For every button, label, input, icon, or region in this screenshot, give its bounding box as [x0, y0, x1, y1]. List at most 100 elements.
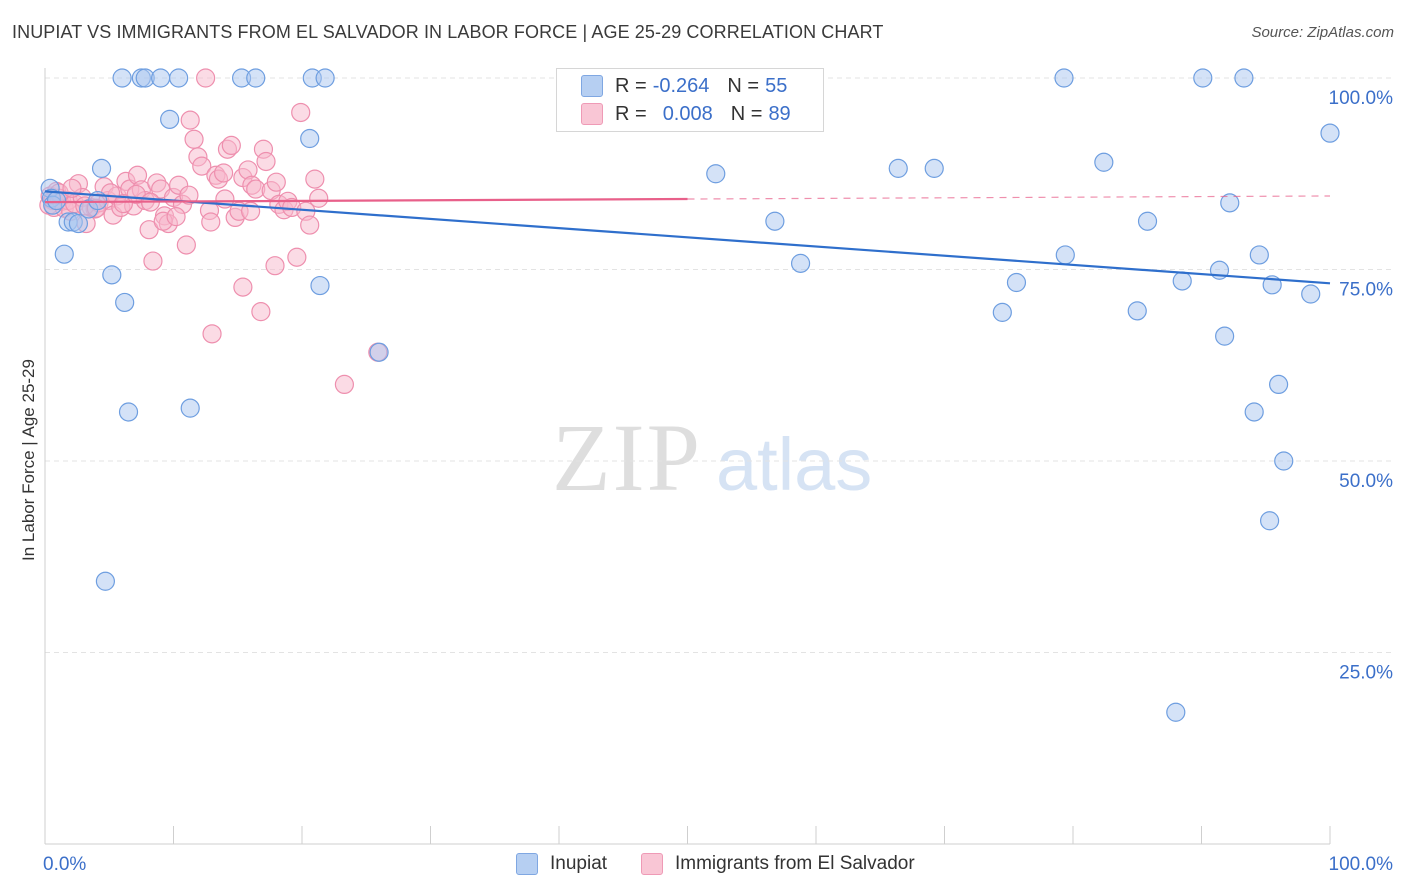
data-point [1220, 193, 1240, 213]
data-point [706, 164, 726, 184]
data-point [179, 185, 199, 205]
data-point [46, 190, 67, 211]
data-point [1094, 152, 1114, 172]
trend-lines [44, 190, 1331, 285]
data-point [1055, 245, 1075, 265]
data-point [1137, 211, 1158, 231]
data-point [300, 215, 320, 235]
data-point [315, 68, 335, 88]
data-point [192, 156, 212, 176]
data-point [139, 220, 159, 240]
legend-row-immigrants: R = 0.008 N = 89 [581, 101, 791, 127]
data-point [765, 211, 785, 231]
watermark-atlas: atlas [716, 423, 872, 506]
data-point [143, 251, 163, 271]
data-point [1320, 123, 1340, 143]
legend-n-label: N = [727, 74, 760, 97]
data-point [118, 402, 139, 422]
watermark: ZIP atlas [552, 404, 872, 511]
data-point [196, 68, 216, 88]
data-point [166, 207, 186, 227]
data-point [1166, 702, 1186, 722]
data-point [1127, 301, 1147, 321]
legend-r-label: R = [615, 102, 647, 125]
data-point [305, 169, 325, 189]
legend-n-value: 55 [765, 74, 788, 97]
data-point [334, 374, 355, 394]
data-point [287, 247, 307, 267]
y-tick-label: 75.0% [1339, 280, 1393, 301]
data-point [115, 292, 135, 313]
y-tick-label: 50.0% [1339, 471, 1393, 492]
data-point [251, 302, 271, 322]
chart-title: INUPIAT VS IMMIGRANTS FROM EL SALVADOR I… [12, 22, 884, 42]
data-point [266, 172, 286, 192]
data-point [68, 213, 89, 234]
data-point [291, 102, 311, 123]
data-point [54, 244, 74, 264]
bottom-legend-label-inupiat: Inupiat [550, 853, 608, 874]
data-point [888, 158, 908, 178]
data-point [992, 302, 1012, 322]
legend-n-value: 89 [768, 102, 791, 125]
legend-r-value: -0.264 [652, 74, 710, 97]
data-point [1274, 451, 1294, 471]
data-point [300, 128, 320, 149]
data-point [112, 68, 132, 88]
watermark-zip: ZIP [552, 404, 702, 511]
data-point [1172, 271, 1192, 291]
data-point [309, 188, 329, 208]
data-point [233, 277, 253, 297]
legend-swatch-pink [581, 103, 603, 125]
data-point [151, 68, 171, 88]
data-point [160, 109, 180, 129]
data-point [176, 235, 196, 255]
data-point [1260, 511, 1280, 531]
y-axis-label: In Labor Force | Age 25-29 [19, 359, 38, 561]
bottom-legend-inupiat: Inupiat [516, 852, 607, 876]
data-point [180, 110, 200, 130]
legend-n-label: N = [730, 102, 763, 125]
x-tick-labels: 0.0% 100.0% [43, 854, 1393, 875]
data-point [1193, 68, 1213, 88]
data-point [265, 256, 285, 276]
trend-line [44, 190, 1331, 285]
bottom-legend-label-immigrants: Immigrants from El Salvador [675, 853, 915, 874]
data-point [256, 151, 276, 172]
y-tick-labels: 100.0% 75.0% 50.0% 25.0% [1329, 88, 1394, 684]
bottom-legend-swatch-pink [641, 853, 663, 875]
legend-r-value: 0.008 [662, 102, 713, 125]
bottom-legend-immigrants: Immigrants from El Salvador [641, 852, 915, 876]
data-point [91, 158, 112, 178]
data-point [1244, 402, 1264, 422]
data-point [310, 275, 330, 296]
legend-row-inupiat: R = -0.264 N = 55 [581, 73, 787, 99]
data-point [180, 398, 200, 418]
data-point [369, 342, 389, 362]
data-point [169, 68, 189, 88]
data-point [924, 158, 944, 178]
correlation-legend: R = -0.264 N = 55 R = 0.008 N = 89 [556, 68, 824, 132]
y-tick-label: 100.0% [1329, 88, 1394, 109]
data-point [1006, 272, 1027, 293]
chart-source: Source: ZipAtlas.com [1251, 24, 1394, 41]
data-point [1054, 68, 1074, 88]
data-point [214, 163, 234, 183]
data-point [201, 212, 221, 232]
data-point [95, 571, 115, 591]
series-immigrants-points [39, 68, 388, 394]
data-point [790, 253, 811, 273]
data-point [1249, 245, 1269, 265]
x-tick-label: 0.0% [43, 854, 86, 875]
data-point [1301, 284, 1321, 304]
data-point [102, 265, 122, 285]
data-point [1215, 326, 1235, 346]
data-point [1234, 68, 1254, 88]
trend-line-dashed [687, 195, 1331, 200]
data-point [221, 135, 241, 156]
bottom-legend-swatch-blue [516, 853, 538, 875]
series-inupiat-points [40, 68, 1340, 722]
x-tick-label: 100.0% [1329, 854, 1394, 875]
trend-line-solid [44, 197, 688, 204]
